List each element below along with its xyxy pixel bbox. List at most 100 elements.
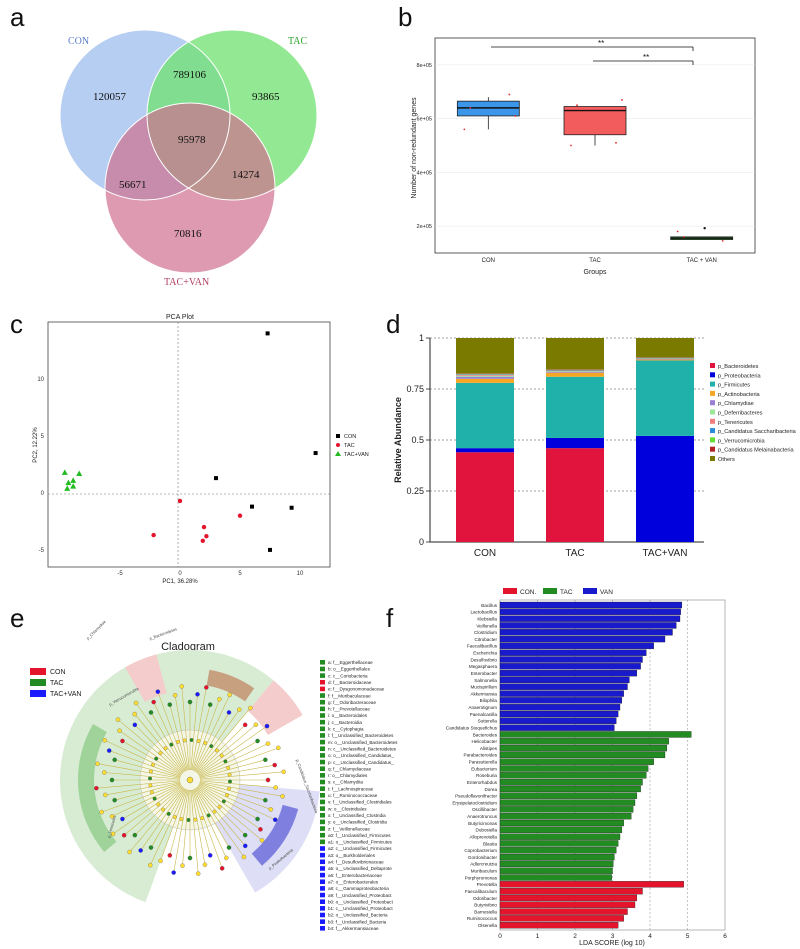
clado-branch [193, 694, 230, 772]
clado-node [127, 849, 132, 855]
clado-label: e: f__Dysgonomonadaceae [328, 687, 385, 692]
clado-branch [192, 789, 211, 856]
clado-branch [134, 724, 184, 774]
lda-bar [499, 860, 614, 868]
lda-bar-label: Faecalibacillus [467, 644, 498, 649]
clado-node [187, 855, 193, 861]
clado-label: z: f__Veillonellaceae [328, 826, 370, 831]
pca-y-ticks: -5 0 5 10 [37, 377, 44, 554]
stack-legend-swatch [710, 409, 715, 415]
lda-bar-label: Porphyromonas [465, 875, 498, 880]
boxplot-point [621, 98, 623, 101]
clado-label: y: o__Unclassified_Clostridia [328, 820, 387, 825]
clado-node [202, 862, 208, 867]
cladogram-tree [60, 650, 320, 903]
clado-inner-node [193, 817, 198, 822]
boxplot-point [721, 240, 724, 242]
pca-x-tick: 10 [297, 571, 304, 577]
stack-segment [456, 338, 514, 374]
lda-x-tick: 1 [536, 933, 540, 940]
clado-node [195, 692, 200, 697]
clado-inner-node [148, 769, 153, 774]
lda-x-tick: 3 [611, 933, 615, 940]
clado-label-swatch [320, 699, 325, 705]
clado-label-swatch [320, 693, 325, 698]
clado-branch [193, 699, 220, 771]
clado-node [167, 853, 173, 858]
clado-branch [122, 784, 182, 820]
venn-count-tac-only: 93865 [252, 91, 280, 103]
clado-label: a1: o__Unclassified_Firmicutes [328, 840, 393, 845]
clado-inner-node [154, 756, 159, 761]
pca-frame [47, 321, 331, 568]
clado-node [217, 696, 222, 702]
lda-bar [499, 785, 641, 793]
boxplot-outlier [703, 226, 706, 230]
clado-branch [196, 786, 246, 836]
clado-node [106, 748, 112, 753]
lda-bar-label: Prevotella [477, 882, 498, 887]
lda-bar [499, 731, 692, 738]
lda-x-ticks: 0 1 2 3 4 5 6 [498, 933, 727, 940]
boxplot-point [463, 128, 466, 131]
clado-node [272, 762, 277, 768]
stack-x-tick: TAC+VAN [643, 548, 688, 559]
pca-point-tac [201, 524, 207, 530]
lda-bar-label: Olsenella [478, 923, 498, 928]
clado-legend-label: CON [50, 669, 66, 676]
pca-y-label: PC2, 12.22% [33, 427, 39, 463]
lda-bar [499, 751, 666, 759]
lda-x-tick: 4 [648, 933, 652, 940]
clado-node [99, 809, 104, 815]
venn-outline-van [104, 102, 276, 274]
pca-legend-marker [336, 434, 340, 438]
pca-point-van [76, 470, 83, 477]
lda-bar-label: Parabacteroides [464, 753, 498, 758]
lda-bar [499, 738, 669, 745]
stack-bars [456, 338, 694, 542]
clado-branch [199, 781, 283, 797]
lda-bar-label: Alloprevotella [469, 834, 497, 839]
clado-label: w: o__Clostridiales [328, 806, 367, 811]
clado-inner-node [196, 738, 201, 743]
stack-segment [636, 357, 694, 358]
lda-bar-label: Muribaculum [471, 869, 497, 874]
stack-segment [546, 369, 604, 371]
lda-bar-label: Barnesiella [474, 909, 497, 914]
clado-node [255, 738, 260, 744]
stack-legend-swatch [710, 390, 715, 396]
lda-chart: CON. TAC VAN Bacillus LactobacillusKlebsiel… [446, 588, 727, 947]
clado-node [243, 843, 248, 849]
clado-node [171, 870, 176, 875]
venn-count-tac-van: 14274 [232, 169, 260, 181]
clado-node [207, 702, 213, 707]
lda-x-tick: 0 [498, 933, 502, 940]
clado-branch [199, 747, 279, 777]
lda-bar-label: Roseburia [476, 773, 497, 778]
boxplot-frame [434, 37, 756, 254]
lda-legend: CON. TAC VAN [503, 588, 613, 596]
clado-label-swatch [320, 826, 325, 831]
lda-bar [499, 792, 638, 799]
clado-label: a9: f__Unclassified_Proteobact [328, 893, 392, 898]
lda-bar-label: Desulfovibrio [470, 657, 497, 662]
clado-node [187, 699, 193, 705]
clado-label-swatch [320, 912, 325, 918]
clado-node [133, 700, 139, 706]
clado-label: a5: o__Unclassified_Deltaprote [328, 866, 392, 871]
clado-label: a4: f__Desulfovibrionaceae [328, 860, 384, 865]
clado-label: a8: c__Gammaproteobacteria [328, 886, 389, 891]
clado-label-swatch [320, 859, 325, 865]
boxplot-point [469, 106, 472, 109]
boxplot-point [570, 144, 572, 147]
clado-branch [160, 789, 187, 861]
lda-bar-label: Klebsiella [477, 616, 497, 621]
clado-node [167, 702, 173, 707]
boxplot-boxes [456, 93, 734, 242]
clado-node [255, 816, 260, 822]
clado-arc-label: p_Firmicutes [106, 815, 117, 838]
stack-segment [636, 357, 694, 359]
stack-segment [636, 435, 694, 542]
clado-label-swatch [320, 666, 325, 672]
clado-label-swatch [320, 886, 325, 891]
